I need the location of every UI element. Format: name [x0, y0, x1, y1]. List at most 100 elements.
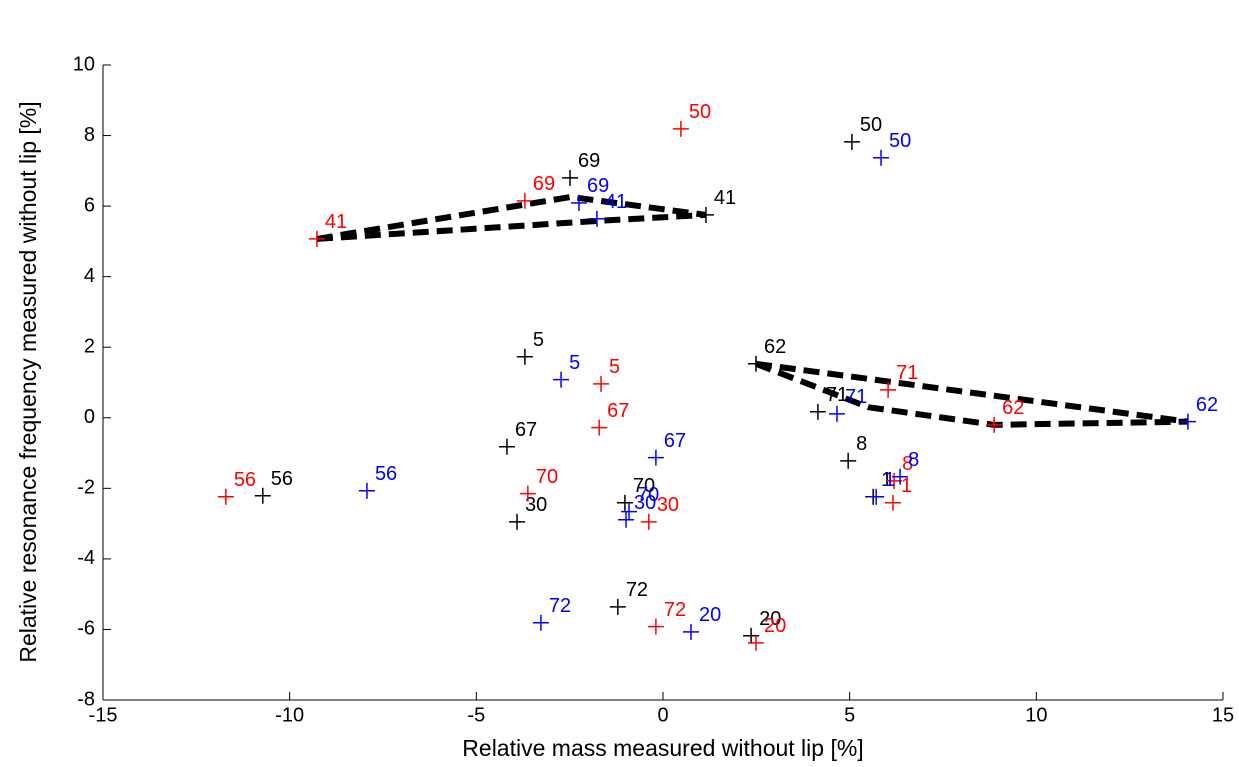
point-label: 41 [325, 211, 347, 233]
point [697, 206, 714, 223]
point-label: 30 [657, 494, 679, 516]
point [884, 494, 901, 511]
connector-line [316, 193, 707, 242]
point-label: 41 [605, 191, 627, 213]
connector-line [754, 361, 1188, 428]
point [593, 375, 610, 392]
point [562, 169, 579, 186]
point-label: 56 [375, 463, 397, 485]
point-label: 56 [234, 469, 256, 491]
point-label: 70 [633, 475, 655, 497]
point-label: 1 [901, 475, 912, 497]
point [616, 494, 633, 511]
point [647, 449, 664, 466]
point-label: 8 [856, 433, 867, 455]
point [640, 513, 657, 530]
point-label: 50 [689, 101, 711, 123]
point-label: 56 [271, 468, 293, 490]
point-label: 71 [845, 386, 867, 408]
y-tick-label: 0 [84, 406, 95, 428]
y-tick-label: 8 [84, 124, 95, 146]
point [618, 511, 635, 528]
point [509, 513, 526, 530]
point-label: 69 [587, 175, 609, 197]
point-label: 50 [889, 130, 911, 152]
x-tick-label: 10 [1025, 704, 1047, 726]
point-label: 1 [884, 469, 895, 491]
x-axis-label: Relative mass measured without lip [%] [462, 735, 863, 761]
point [519, 485, 536, 502]
x-tick-label: -10 [275, 704, 304, 726]
point-label: 30 [525, 494, 547, 516]
point [873, 149, 890, 166]
point [672, 120, 689, 137]
y-tick-label: -2 [77, 477, 95, 499]
point [621, 503, 638, 520]
point-label: 70 [536, 466, 558, 488]
connector-line [755, 360, 1189, 425]
point [747, 634, 764, 651]
point-label: 67 [607, 400, 629, 422]
point-label: 20 [764, 615, 786, 637]
point [308, 230, 325, 247]
point [553, 371, 570, 388]
point [588, 210, 605, 227]
point [843, 133, 860, 150]
point [591, 419, 608, 436]
point-label: 70 [637, 484, 659, 506]
point-label: 30 [634, 492, 656, 514]
point [358, 482, 375, 499]
point [254, 487, 271, 504]
point [892, 468, 909, 485]
x-tick-label: 0 [657, 704, 668, 726]
point-label: 5 [533, 329, 544, 351]
point-label: 69 [533, 173, 555, 195]
x-tick-label: 15 [1212, 704, 1234, 726]
point [609, 598, 626, 615]
point-label: 67 [515, 419, 537, 441]
x-tick-label: -15 [89, 704, 118, 726]
point-label: 5 [609, 356, 620, 378]
point [880, 381, 897, 398]
y-tick-label: -4 [77, 547, 95, 569]
point [868, 488, 885, 505]
point-label: 71 [826, 384, 848, 406]
y-tick-label: -6 [77, 618, 95, 640]
point-label: 41 [714, 187, 736, 209]
point [516, 192, 533, 209]
point [516, 348, 533, 365]
y-tick-label: 6 [84, 194, 95, 216]
y-tick-label: 2 [84, 336, 95, 358]
point-label: 8 [902, 453, 913, 475]
point-label: 72 [549, 595, 571, 617]
x-tick-label: -5 [467, 704, 485, 726]
point [683, 623, 699, 640]
point [828, 405, 845, 422]
point-label: 67 [664, 430, 686, 452]
point [840, 452, 857, 469]
point [647, 618, 664, 635]
point-label: 20 [699, 604, 721, 626]
point [809, 403, 826, 420]
point-label: 71 [896, 362, 918, 384]
point-label: 72 [626, 579, 648, 601]
point [498, 438, 515, 455]
point-label: 62 [1196, 394, 1218, 416]
point-label: 72 [664, 599, 686, 621]
point [217, 488, 234, 505]
point-label: 5 [569, 352, 580, 374]
point [1179, 413, 1196, 430]
y-axis-label: Relative resonance frequency measured wi… [15, 101, 41, 662]
x-tick-label: 5 [844, 704, 855, 726]
y-tick-label: 4 [84, 265, 95, 287]
point [532, 614, 549, 631]
point-label: 8 [908, 449, 919, 471]
point-label: 62 [1002, 397, 1024, 419]
point [571, 194, 587, 211]
point-label: 50 [860, 114, 882, 136]
point [747, 355, 764, 372]
point-label: 1 [881, 469, 892, 491]
point-label: 62 [764, 336, 786, 358]
point-label: 69 [578, 150, 600, 172]
